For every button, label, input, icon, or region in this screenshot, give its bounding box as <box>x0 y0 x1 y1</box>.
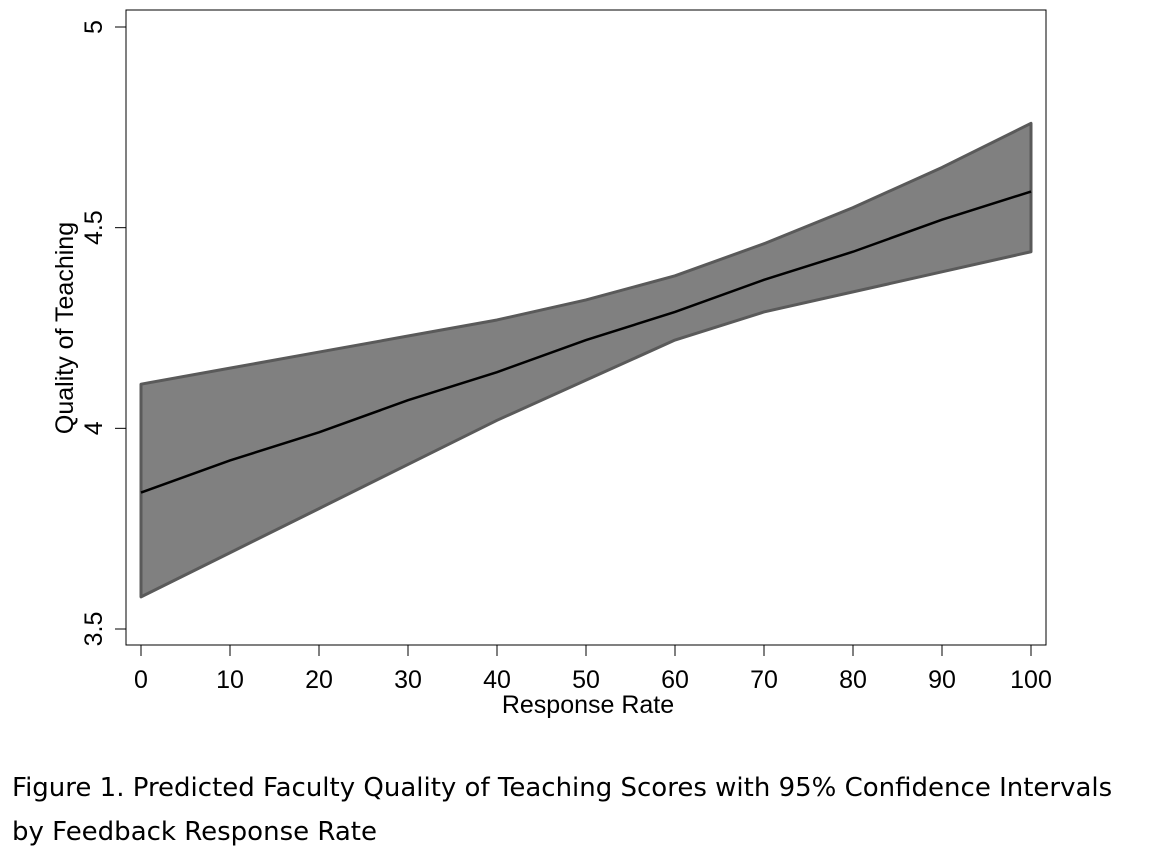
x-tick-label: 0 <box>134 666 148 694</box>
y-tick-label: 3.5 <box>80 612 108 647</box>
x-tick-label: 10 <box>216 666 244 694</box>
x-tick-label: 100 <box>1010 666 1052 694</box>
x-tick-label: 90 <box>928 666 956 694</box>
x-tick-label: 20 <box>305 666 333 694</box>
x-tick-label: 70 <box>750 666 778 694</box>
x-tick-label: 40 <box>483 666 511 694</box>
y-tick-label: 4.5 <box>80 210 108 245</box>
prediction-line <box>140 190 1032 494</box>
x-tick-label: 60 <box>661 666 689 694</box>
y-tick-label: 4 <box>80 421 108 435</box>
chart: 0 10 20 30 40 50 60 70 80 90 100 3.5 4 4.5 5 Response … <box>51 9 1052 719</box>
y-tick-label: 5 <box>80 20 108 34</box>
y-axis-title: Quality of Teaching <box>51 222 79 434</box>
confidence-band <box>139 121 1033 599</box>
x-axis-title: Response Rate <box>502 691 674 719</box>
x-tick-label: 50 <box>572 666 600 694</box>
x-tick-label: 30 <box>394 666 422 694</box>
figure-caption: Figure 1. Predicted Faculty Quality of T… <box>12 773 1113 847</box>
x-tick-label: 80 <box>839 666 867 694</box>
